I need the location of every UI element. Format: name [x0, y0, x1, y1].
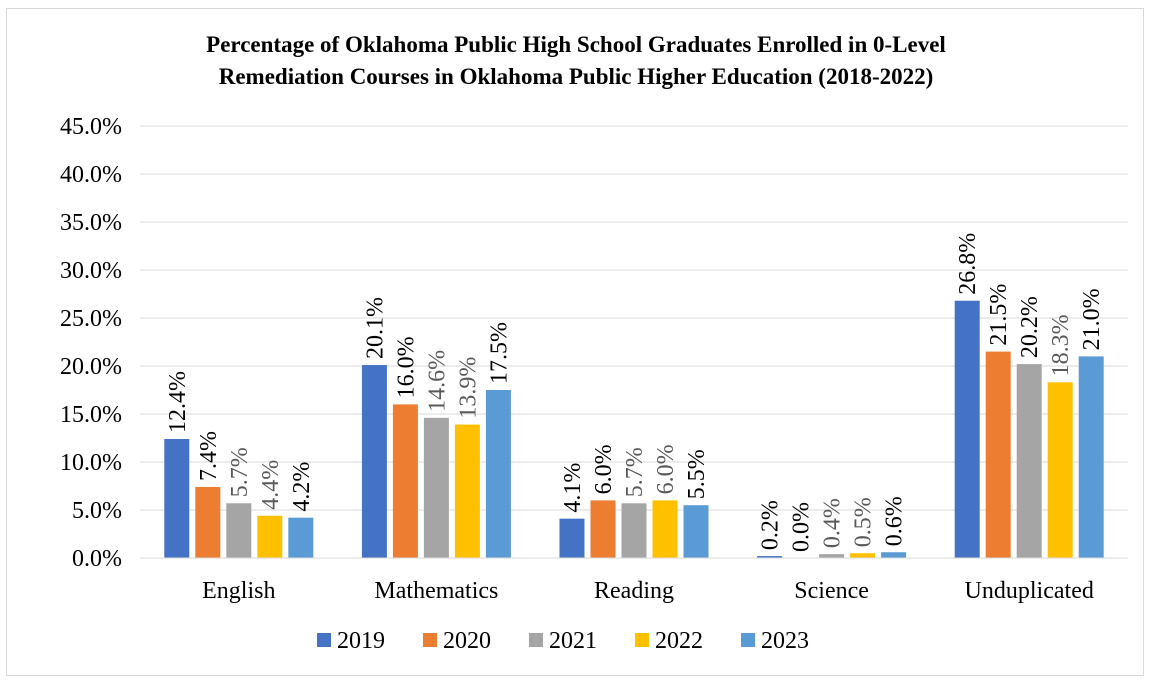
legend-swatch	[741, 633, 755, 647]
legend-label: 2021	[549, 628, 597, 654]
bar	[1078, 356, 1104, 558]
y-tick-label: 5.0%	[72, 498, 122, 524]
legend-label: 2022	[655, 628, 703, 654]
data-label: 5.5%	[684, 449, 710, 499]
bar	[1016, 364, 1042, 558]
bar	[485, 390, 511, 558]
data-label: 20.2%	[1017, 296, 1043, 358]
legend-swatch	[423, 633, 437, 647]
bar	[164, 438, 190, 558]
bar	[590, 500, 616, 558]
legend-label: 2020	[443, 628, 491, 654]
data-label: 14.6%	[424, 350, 450, 412]
bar	[819, 554, 845, 558]
data-label: 4.1%	[560, 463, 586, 513]
bar	[288, 517, 314, 558]
bar	[454, 424, 480, 558]
legend-label: 2019	[337, 628, 385, 654]
data-label: 5.7%	[622, 447, 648, 497]
x-category-label: Mathematics	[374, 578, 498, 604]
y-tick-label: 30.0%	[60, 258, 122, 284]
data-label: 21.0%	[1079, 288, 1105, 350]
data-label: 20.1%	[362, 297, 388, 359]
data-label: 21.5%	[986, 284, 1012, 346]
y-tick-label: 10.0%	[60, 450, 122, 476]
legend-swatch	[317, 633, 331, 647]
y-tick-label: 40.0%	[60, 162, 122, 188]
chart-title-line-2: Remediation Courses in Oklahoma Public H…	[219, 64, 934, 89]
y-tick-label: 15.0%	[60, 402, 122, 428]
y-tick-label: 45.0%	[60, 114, 122, 140]
data-label: 12.4%	[165, 371, 191, 433]
bar	[392, 404, 418, 558]
bar	[683, 505, 709, 558]
data-label: 7.4%	[196, 431, 222, 481]
bar	[559, 518, 585, 558]
data-label: 6.0%	[653, 444, 679, 494]
y-tick-label: 20.0%	[60, 354, 122, 380]
data-label: 0.0%	[789, 502, 815, 552]
bar	[881, 552, 907, 558]
bar	[985, 351, 1011, 558]
legend-swatch	[635, 633, 649, 647]
bar	[652, 500, 678, 558]
data-label: 0.2%	[758, 500, 784, 550]
y-tick-label: 25.0%	[60, 306, 122, 332]
x-category-label: Science	[794, 578, 869, 604]
data-label: 4.2%	[289, 462, 315, 512]
data-label: 18.3%	[1048, 314, 1074, 376]
x-category-label: English	[202, 578, 275, 604]
data-label: 17.5%	[486, 322, 512, 384]
bar	[1047, 382, 1073, 558]
bar	[195, 486, 221, 558]
data-label: 0.6%	[882, 496, 908, 546]
data-label: 4.4%	[258, 460, 284, 510]
legend-label: 2023	[761, 628, 809, 654]
x-category-label: Reading	[594, 578, 674, 604]
bar	[954, 300, 980, 558]
bar	[850, 553, 876, 558]
data-label: 0.5%	[851, 497, 877, 547]
y-tick-label: 0.0%	[72, 546, 122, 572]
data-label: 16.0%	[393, 336, 419, 398]
data-label: 26.8%	[955, 233, 981, 295]
data-label: 6.0%	[591, 444, 617, 494]
bar	[257, 515, 283, 558]
data-label: 5.7%	[227, 447, 253, 497]
chart-title-line-1: Percentage of Oklahoma Public High Schoo…	[206, 32, 946, 57]
bar	[423, 417, 449, 558]
data-label: 13.9%	[455, 357, 481, 419]
y-tick-label: 35.0%	[60, 210, 122, 236]
bar	[226, 503, 252, 558]
bar	[757, 556, 783, 558]
bar	[361, 365, 387, 558]
bar	[621, 503, 647, 558]
x-category-label: Unduplicated	[965, 578, 1094, 604]
data-label: 0.4%	[820, 498, 846, 548]
legend-swatch	[529, 633, 543, 647]
chart-frame	[6, 8, 1144, 676]
